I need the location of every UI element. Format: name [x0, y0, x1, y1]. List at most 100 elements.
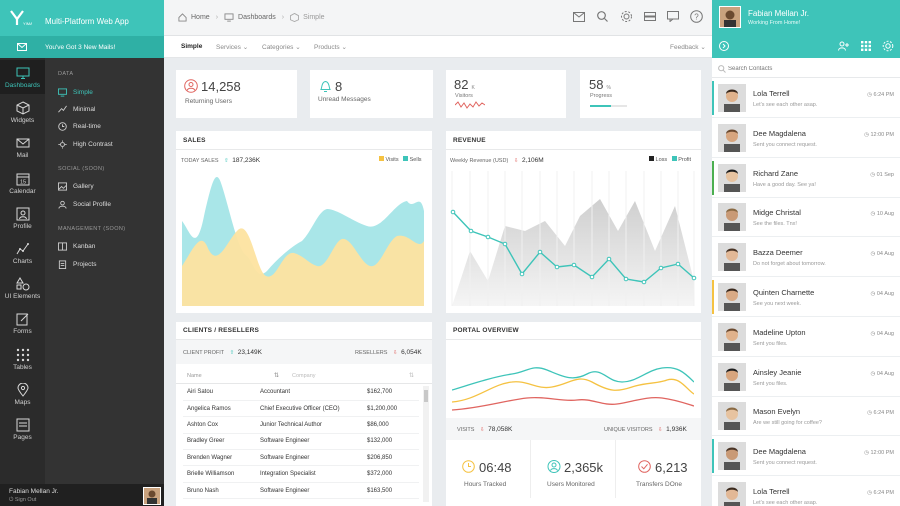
tab-categories[interactable]: Categories ⌄ — [262, 44, 301, 51]
contact-time: ◷ 12:00 PM — [864, 131, 894, 138]
gear-icon[interactable] — [882, 40, 894, 52]
submenu-item-social-profile[interactable]: Social Profile — [58, 198, 158, 210]
clock-icon: ◷ — [870, 291, 876, 297]
tab-products[interactable]: Products ⌄ — [314, 44, 347, 51]
submenu-item-simple[interactable]: Simple — [58, 86, 158, 98]
avatar[interactable] — [143, 487, 161, 505]
submenu-item-minimal[interactable]: Minimal — [58, 103, 158, 115]
user-icon — [184, 79, 198, 93]
rail-item-profile[interactable]: Profile — [0, 201, 45, 235]
contact-item[interactable]: Lola Terrell Let's see each other asap. ◷ … — [712, 78, 900, 118]
contact-item[interactable]: Madeline Upton Sent you files. ◷ 04 Aug — [712, 317, 900, 357]
line-chart-icon — [58, 105, 67, 112]
contact-message: Sent you files. — [753, 380, 788, 387]
gear-icon[interactable] — [620, 10, 633, 23]
submenu-heading-data: DATA — [58, 71, 74, 77]
contact-item[interactable]: Richard Zane Have a good day. See ya! ◷ 01… — [712, 158, 900, 198]
contact-item[interactable]: Mason Evelyn Are we still going for coffe… — [712, 396, 900, 437]
monitor-icon — [224, 13, 234, 22]
contact-item[interactable]: Midge Christal See the files. Tnx! ◷ 10 Au… — [712, 197, 900, 238]
search-icon[interactable] — [597, 11, 608, 22]
sort-icon[interactable]: ⇅ — [274, 373, 280, 379]
table-row[interactable]: Ashton Cox Junior Technical Author $86,000 — [183, 417, 419, 434]
table-cell: $206,850 — [367, 454, 393, 461]
rail-item-widgets[interactable]: Widgets — [0, 95, 45, 129]
contact-item[interactable]: Quinten Charnette See you next week. ◷ 04 … — [712, 277, 900, 317]
table-row[interactable]: Brenden Wagner Software Engineer $206,850 — [183, 450, 419, 466]
submenu-item-gallery[interactable]: Gallery — [58, 180, 158, 192]
submenu-item-projects[interactable]: Projects — [58, 258, 158, 270]
rail-item-maps[interactable]: Maps — [0, 377, 45, 411]
clock-icon — [462, 460, 475, 473]
search-contacts-input[interactable] — [728, 62, 888, 76]
sales-card: SALES TODAY SALES ⇧ 187,236K Visits Sell… — [176, 131, 432, 313]
sales-legend: Visits Sells — [379, 156, 422, 163]
tab-services[interactable]: Services ⌄ — [216, 44, 249, 51]
progress-unit: % — [606, 85, 611, 91]
visits-area — [182, 228, 424, 306]
chat-icon[interactable] — [667, 11, 679, 22]
table-cell: Angelica Ramos — [187, 405, 231, 412]
tab-feedback[interactable]: Feedback ⌄ — [670, 44, 706, 51]
top-bar: Home › Dashboards › Simple ? — [164, 0, 712, 36]
table-row[interactable]: Brielle Williamson Integration Specialist… — [183, 466, 419, 483]
check-icon — [638, 460, 651, 473]
contact-item[interactable]: Lola Terrell Let's see each other asap. ◷ … — [712, 476, 900, 506]
column-header-name[interactable]: Name — [187, 373, 202, 379]
sort-icon[interactable]: ⇅ — [409, 373, 415, 379]
table-row[interactable]: Bruno Nash Software Engineer $163,500 — [183, 482, 419, 499]
sign-out-link[interactable]: ⏻ Sign Out — [9, 497, 37, 503]
calendar-icon: 15 — [16, 173, 29, 186]
contact-item[interactable]: Ainsley Jeanie Sent you files. ◷ 04 Aug — [712, 357, 900, 397]
rail-item-ui-elements[interactable]: UI Elements — [0, 271, 45, 305]
unread-messages-value: 8 — [335, 79, 343, 94]
contact-item[interactable]: Dee Magdalena Sent you connect request. ◷ … — [712, 118, 900, 158]
mail-notice-bar[interactable]: You've Got 3 New Mails! — [0, 36, 164, 58]
rail-item-pages[interactable]: Pages — [0, 412, 45, 446]
scrollbar[interactable] — [423, 386, 429, 502]
table-row[interactable]: Bradley Greer Software Engineer $132,000 — [183, 433, 419, 450]
server-icon[interactable] — [644, 12, 656, 21]
mail-icon — [16, 138, 29, 148]
submenu-item-kanban[interactable]: Kanban — [58, 240, 158, 252]
table-cell: Ashton Cox — [187, 421, 219, 428]
rail-item-label: Profile — [13, 222, 32, 230]
table-cell: Chief Executive Officer (CEO) — [260, 405, 340, 412]
profile-header: Fabian Mellan Jr. Working From Home! — [712, 0, 900, 58]
avatar — [718, 402, 746, 431]
profile-status: Working From Home! — [748, 20, 801, 26]
table-row[interactable]: Angelica Ramos Chief Executive Officer (C… — [183, 400, 419, 417]
grid-icon[interactable] — [861, 41, 871, 51]
add-user-icon[interactable] — [838, 41, 849, 51]
contact-item[interactable]: Dee Magdalena Sent you connect request. ◷ … — [712, 436, 900, 477]
help-icon[interactable]: ? — [690, 10, 703, 23]
arrow-up-icon: ⇧ — [224, 158, 229, 164]
contact-message: See the files. Tnx! — [753, 221, 797, 228]
client-profit-label: CLIENT PROFIT — [183, 350, 225, 356]
profile-avatar[interactable] — [719, 6, 741, 28]
rail-item-dashboards[interactable]: Dashboards — [0, 60, 45, 94]
submenu-item-realtime[interactable]: Real-time — [58, 120, 158, 132]
clock-icon — [58, 121, 67, 131]
contact-name: Lola Terrell — [753, 89, 790, 98]
rail-item-calendar[interactable]: 15 Calendar — [0, 166, 45, 200]
rail-item-forms[interactable]: Forms — [0, 306, 45, 340]
contact-item[interactable]: Bazza Deemer Do not forget about tomorrow… — [712, 237, 900, 278]
clock-icon: ◷ — [867, 490, 872, 496]
weekly-revenue-label: Weekly Revenue (USD) — [450, 158, 509, 164]
rail-item-mail[interactable]: Mail — [0, 130, 45, 164]
chevron-right-circle-icon[interactable] — [719, 41, 729, 51]
contact-message: Sent you files. — [753, 340, 788, 347]
table-cell: Software Engineer — [260, 487, 310, 494]
breadcrumb-dashboards[interactable]: Dashboards — [238, 14, 276, 21]
mail-icon[interactable] — [573, 12, 585, 22]
clock-icon: ◷ — [870, 370, 876, 377]
submenu-item-high-contrast[interactable]: High Contrast — [58, 138, 158, 150]
rail-item-charts[interactable]: Charts — [0, 236, 45, 270]
breadcrumb-home[interactable]: Home — [191, 14, 210, 21]
rail-item-tables[interactable]: Tables — [0, 342, 45, 376]
series-red — [452, 396, 694, 411]
table-row[interactable]: Airi Satou Accountant $162,700 — [183, 384, 419, 401]
column-header-company[interactable]: Company — [292, 373, 316, 379]
tab-simple[interactable]: Simple — [181, 43, 203, 50]
